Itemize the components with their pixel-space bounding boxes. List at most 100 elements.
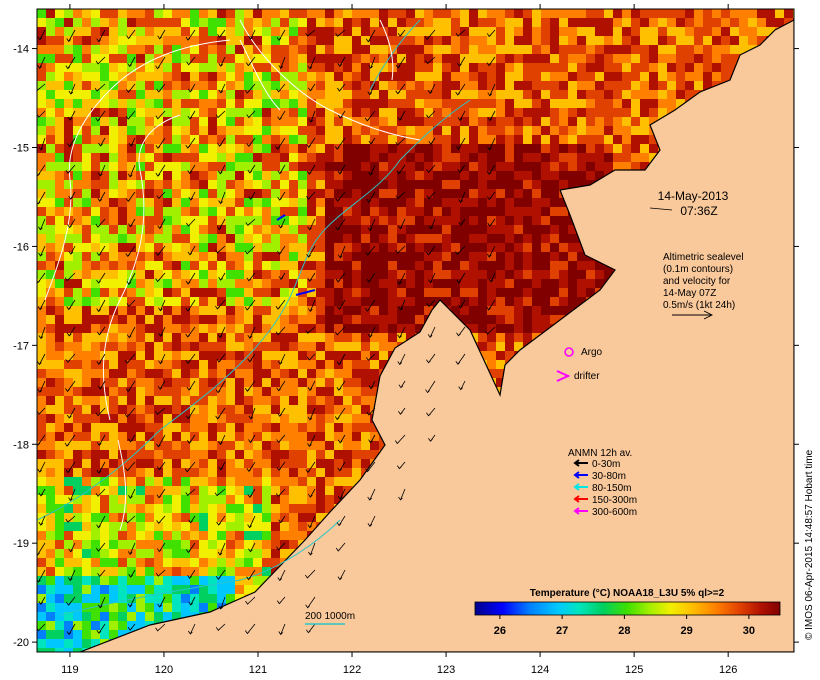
velocity-arrow [218,83,226,94]
velocity-arrow [397,353,406,366]
velocity-arrow [187,83,196,93]
velocity-arrow [365,353,376,361]
velocity-arrow [486,56,496,67]
velocity-arrow [395,56,406,69]
velocity-arrow [277,245,286,255]
velocity-arrow [66,623,76,636]
velocity-arrow [126,83,136,93]
velocity-arrow [337,488,346,500]
velocity-arrow [456,326,466,337]
velocity-arrow [96,434,106,446]
velocity-arrow [218,434,226,446]
velocity-arrow [397,461,406,470]
velocity-arrow [367,326,376,338]
velocity-arrow [37,191,46,205]
velocity-arrow [396,164,406,175]
velocity-arrow [218,272,226,281]
velocity-arrow [95,56,106,65]
drifter-symbol [556,370,571,382]
velocity-arrow [94,83,106,92]
velocity-arrow [335,272,346,283]
altimetry-line-4: 14-May 07Z [663,288,716,299]
velocity-arrow [334,326,346,336]
velocity-arrow [218,596,226,610]
velocity-arrow [337,110,346,119]
altimetry-line-1: Altimetric sealevel [663,252,744,263]
y-tick-label: -15 [13,142,29,154]
velocity-arrow [246,569,256,581]
velocity-arrow [38,596,46,605]
velocity-arrow [335,218,346,231]
velocity-arrow [305,596,316,609]
velocity-arrow [248,29,256,40]
velocity-arrow [454,245,466,256]
drifter-label: drifter [574,371,600,382]
velocity-arrow [247,515,256,529]
velocity-arrow [456,272,466,284]
legend-item: 0-30m [573,459,620,470]
velocity-arrow [215,623,226,631]
velocity-arrow [424,29,436,41]
velocity-arrow [245,218,256,227]
velocity-arrow [215,569,226,580]
velocity-arrow [337,56,346,67]
velocity-arrow [37,542,46,556]
velocity-arrow [337,434,346,444]
velocity-arrow [308,488,316,498]
velocity-arrow [458,380,466,391]
velocity-arrow [65,380,76,392]
velocity-arrow [185,326,196,338]
velocity-arrow [368,434,376,444]
velocity-arrow [37,380,46,393]
velocity-arrow [334,407,346,421]
velocity-arrow [64,434,76,447]
velocity-arrow [215,407,226,420]
y-tick-label: -20 [13,637,29,649]
velocity-arrow [365,29,376,43]
velocity-arrow [185,407,196,420]
velocity-arrow [96,272,106,284]
velocity-arrow [457,110,466,122]
velocity-arrow [155,407,166,415]
legend-arrow-icon [573,459,588,467]
velocity-arrow [95,488,106,497]
velocity-arrow [66,596,76,606]
velocity-arrow [187,110,196,120]
y-axis: -14 -15 -16 -17 -18 -19 -20 [13,44,799,649]
velocity-arrow [185,488,196,497]
velocity-arrow [67,569,76,582]
velocity-arrow [156,191,166,200]
velocity-arrow [155,272,166,283]
velocity-arrow [365,461,376,473]
velocity-arrow [306,164,316,175]
velocity-arrow [158,353,166,365]
velocity-arrow [367,83,376,96]
velocity-arrow [188,515,196,524]
velocity-arrow [37,164,46,177]
velocity-arrow [188,596,196,606]
velocity-arrow [306,191,316,200]
velocity-arrow [426,245,436,256]
velocity-arrow [277,407,286,417]
velocity-arrow [426,299,436,308]
velocity-arrow [335,542,346,552]
map-layers [37,9,794,652]
velocity-arrow [276,380,286,392]
velocity-arrow [246,272,256,282]
velocity-arrow [248,434,256,444]
x-axis: 119 120 121 122 123 124 125 126 [61,4,737,676]
velocity-arrow [185,29,196,41]
velocity-arrow [278,623,286,636]
velocity-arrow [124,353,136,364]
velocity-arrow [244,380,256,392]
velocity-arrow [157,29,166,40]
legend-arrow-icon [573,471,588,479]
velocity-arrow [426,164,436,173]
velocity-arrow [455,353,466,365]
velocity-arrow [398,488,406,501]
velocity-arrow [307,380,316,392]
velocity-arrow [458,191,466,203]
velocity-arrow [307,83,316,92]
x-tick-label: 125 [625,664,643,676]
